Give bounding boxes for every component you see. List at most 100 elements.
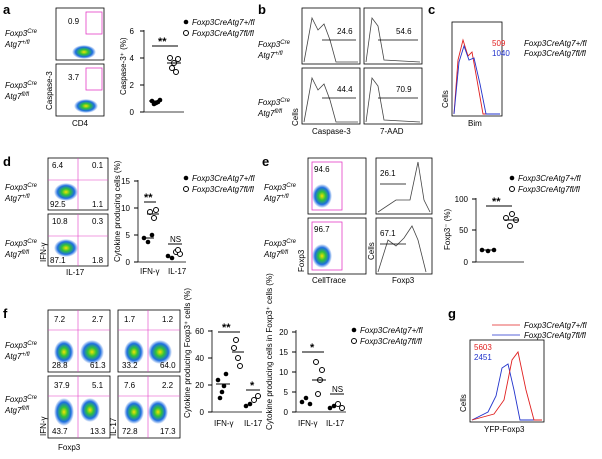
y-axis-label: Caspase-3	[45, 71, 54, 110]
svg-text:IL-17: IL-17	[168, 267, 187, 276]
svg-text:20: 20	[279, 328, 288, 337]
flow-cluster	[312, 244, 332, 268]
y-axis-title: Cytokine producing cells (%)	[113, 160, 122, 262]
svg-text:13.3: 13.3	[90, 427, 106, 436]
y-axis-title: Foxp3⁻ (%)	[443, 209, 452, 250]
panel-b-label: b	[258, 2, 266, 17]
svg-text:10.8: 10.8	[52, 217, 68, 226]
svg-text:Atg7fl/fl: Atg7fl/fl	[4, 250, 30, 259]
svg-text:20: 20	[195, 381, 204, 390]
svg-text:Atg7+/fl: Atg7+/fl	[4, 194, 30, 203]
svg-text:Foxp3Cre: Foxp3Cre	[258, 98, 291, 107]
histogram-g	[469, 339, 545, 423]
svg-text:IFN-γ: IFN-γ	[298, 419, 318, 428]
svg-text:43.7: 43.7	[52, 427, 68, 436]
x-axis-label: Foxp3	[58, 443, 81, 452]
svg-text:37.9: 37.9	[54, 381, 70, 390]
gate	[85, 67, 103, 91]
svg-text:Atg7+/fl: Atg7+/fl	[257, 51, 283, 60]
svg-text:1.1: 1.1	[92, 200, 104, 209]
gate-value: 67.1	[380, 229, 396, 238]
gate	[311, 161, 343, 211]
svg-text:15: 15	[121, 177, 130, 186]
svg-text:17.3: 17.3	[160, 427, 176, 436]
x-axis-label: CellTrace	[312, 276, 346, 285]
x-axis-label: IL-17	[66, 268, 85, 277]
svg-text:33.2: 33.2	[122, 361, 138, 370]
significance-marker: NS	[332, 385, 343, 394]
svg-text:1.7: 1.7	[124, 315, 136, 324]
svg-text:Atg7+/fl: Atg7+/fl	[4, 40, 30, 49]
svg-text:Foxp3CreAtg7fl/fl: Foxp3CreAtg7fl/fl	[192, 185, 254, 194]
svg-text:2.7: 2.7	[92, 315, 104, 324]
gate-value: 3.7	[68, 73, 80, 82]
svg-text:Foxp3Cre: Foxp3Cre	[258, 40, 291, 49]
panel-g-label: g	[448, 306, 456, 321]
gate-value: 70.9	[396, 85, 412, 94]
svg-text:7.2: 7.2	[54, 315, 66, 324]
y-axis-label: Foxp3	[297, 249, 306, 272]
legend-entry: Foxp3CreAtg7fl/fl	[524, 331, 586, 340]
svg-text:0: 0	[200, 408, 205, 417]
svg-text:Cytokine producing Foxp3⁺ cell: Cytokine producing Foxp3⁺ cells (%)	[183, 288, 192, 418]
gate-value: 54.6	[396, 27, 412, 36]
histogram-curve	[377, 161, 431, 213]
flow-cluster	[312, 184, 332, 208]
significance-marker: **	[492, 196, 501, 208]
svg-text:Atg7fl/fl: Atg7fl/fl	[263, 250, 289, 259]
gate	[85, 11, 103, 35]
tick-label: 4	[130, 54, 135, 63]
svg-text:92.5: 92.5	[50, 200, 66, 209]
svg-text:5: 5	[126, 231, 131, 240]
tick-label: 0	[130, 108, 135, 117]
flow-cluster	[74, 99, 98, 113]
svg-text:Foxp3Cre: Foxp3Cre	[264, 183, 297, 192]
svg-text:15: 15	[279, 348, 288, 357]
svg-text:IL-17: IL-17	[244, 419, 263, 428]
svg-text:Foxp3Cre: Foxp3Cre	[5, 341, 38, 350]
svg-text:7.6: 7.6	[124, 381, 136, 390]
svg-text:Foxp3CreAtg7+/fl: Foxp3CreAtg7+/fl	[192, 174, 255, 183]
svg-text:0.3: 0.3	[92, 217, 104, 226]
svg-text:IL-17: IL-17	[326, 419, 345, 428]
svg-text:2.2: 2.2	[162, 381, 174, 390]
panel-d-label: d	[3, 154, 11, 169]
significance-marker: **	[222, 322, 231, 334]
significance-marker: NS	[170, 235, 181, 244]
svg-text:Atg7+/fl: Atg7+/fl	[263, 194, 289, 203]
mfi-value-blue: 1040	[492, 49, 510, 58]
panel-e-scatter: 0 50 100 Foxp3⁻ (%) **	[443, 195, 524, 267]
histogram-b-1	[301, 7, 361, 65]
svg-text:64.0: 64.0	[160, 361, 176, 370]
panel-e-label: e	[262, 154, 269, 169]
svg-text:0.1: 0.1	[92, 161, 104, 170]
svg-text:10: 10	[279, 368, 288, 377]
svg-text:Foxp3Cre: Foxp3Cre	[264, 239, 297, 248]
y-axis-label: Cells	[441, 90, 450, 108]
histogram-curve-red	[453, 38, 500, 115]
x-axis-label: YFP-Foxp3	[484, 425, 525, 434]
tick-label: 2	[130, 81, 135, 90]
svg-text:IFN-γ: IFN-γ	[140, 267, 160, 276]
histogram-curve	[365, 16, 421, 63]
gate-value: 96.7	[314, 225, 330, 234]
panel-a-row-1: Foxp3Cre Atg7+/fl	[4, 29, 38, 49]
svg-text:5.1: 5.1	[92, 381, 104, 390]
svg-text:40: 40	[195, 354, 204, 363]
svg-text:28.8: 28.8	[52, 361, 68, 370]
panel-f-scatter-2: 0 5 10 15 20 Cytokine producing cells in…	[265, 273, 346, 430]
significance-marker: *	[310, 342, 315, 354]
legend-entry: Foxp3CreAtg7+/fl	[524, 39, 587, 48]
svg-text:Foxp3Cre: Foxp3Cre	[5, 183, 38, 192]
svg-text:Foxp3CreAtg7+/fl: Foxp3CreAtg7+/fl	[518, 174, 581, 183]
mfi-value-red: 509	[492, 39, 506, 48]
svg-text:Foxp3CreAtg7+/fl: Foxp3CreAtg7+/fl	[360, 326, 423, 335]
histogram-b-2	[363, 7, 423, 65]
svg-text:Foxp3Cre: Foxp3Cre	[5, 239, 38, 248]
tick-label: 6	[130, 27, 135, 36]
panel-f-legend: Foxp3CreAtg7+/fl Foxp3CreAtg7fl/fl	[351, 326, 423, 346]
flow-cluster	[54, 183, 78, 201]
svg-text:61.3: 61.3	[90, 361, 106, 370]
panel-a-row-2: Foxp3Cre Atg7fl/fl	[4, 81, 38, 101]
